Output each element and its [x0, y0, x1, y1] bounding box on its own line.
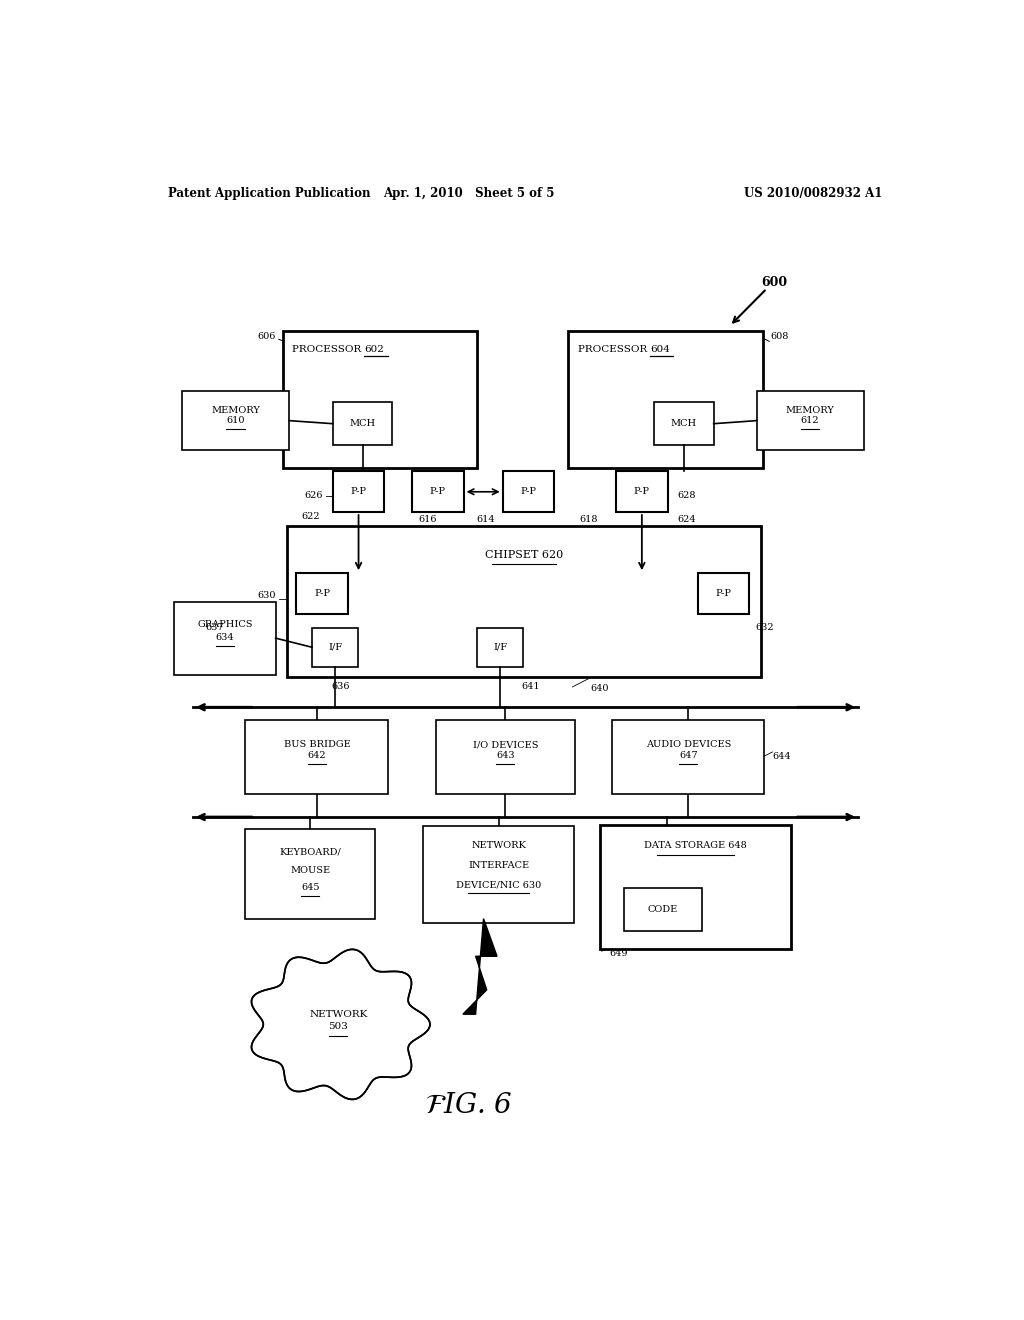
Text: 612: 612	[801, 416, 819, 425]
Bar	[333, 471, 384, 512]
Text: Apr. 1, 2010   Sheet 5 of 5: Apr. 1, 2010 Sheet 5 of 5	[384, 187, 555, 201]
Text: 600: 600	[762, 276, 787, 289]
Text: 618: 618	[579, 515, 598, 524]
Text: P-P: P-P	[716, 589, 731, 598]
Text: KEYBOARD/: KEYBOARD/	[280, 847, 341, 857]
Text: 622: 622	[301, 512, 321, 520]
Text: 637: 637	[206, 623, 224, 632]
Text: GRAPHICS: GRAPHICS	[197, 620, 253, 630]
Bar	[312, 628, 358, 667]
Text: 649: 649	[609, 949, 628, 958]
Bar	[287, 527, 761, 677]
Text: 647: 647	[679, 751, 697, 760]
Text: MEMORY: MEMORY	[785, 407, 835, 414]
Text: 616: 616	[419, 515, 437, 524]
Text: 614: 614	[477, 515, 496, 524]
Text: INTERFACE: INTERFACE	[468, 861, 529, 870]
Text: 610: 610	[226, 416, 245, 425]
Text: 642: 642	[307, 751, 327, 760]
Bar	[246, 829, 375, 919]
Text: I/F: I/F	[328, 643, 342, 652]
Text: MCH: MCH	[671, 420, 697, 428]
Text: I/O DEVICES: I/O DEVICES	[473, 741, 538, 750]
Bar	[436, 721, 574, 793]
Bar	[616, 471, 668, 512]
Bar	[477, 628, 523, 667]
Bar	[697, 573, 750, 614]
Bar	[296, 573, 348, 614]
Bar	[333, 403, 392, 445]
Text: 632: 632	[755, 623, 773, 632]
Text: AUDIO DEVICES: AUDIO DEVICES	[645, 741, 731, 750]
Text: PROCESSOR: PROCESSOR	[578, 345, 650, 354]
Bar	[624, 888, 701, 931]
Text: P-P: P-P	[430, 487, 445, 496]
Text: MCH: MCH	[349, 420, 376, 428]
Bar	[654, 403, 714, 445]
Bar	[600, 825, 791, 949]
Polygon shape	[252, 949, 430, 1100]
Bar	[174, 602, 275, 675]
Text: 634: 634	[215, 634, 234, 642]
Text: DATA STORAGE 648: DATA STORAGE 648	[644, 841, 746, 850]
Text: 604: 604	[650, 345, 670, 354]
Text: BUS BRIDGE: BUS BRIDGE	[284, 741, 350, 750]
Bar	[757, 391, 863, 450]
Text: 636: 636	[332, 682, 350, 692]
Text: CODE: CODE	[648, 906, 678, 913]
Text: 641: 641	[522, 682, 541, 692]
Text: CHIPSET 620: CHIPSET 620	[485, 550, 563, 560]
Bar	[503, 471, 554, 512]
Text: P-P: P-P	[314, 589, 330, 598]
Text: 602: 602	[365, 345, 384, 354]
Text: Patent Application Publication: Patent Application Publication	[168, 187, 371, 201]
Bar	[612, 721, 765, 793]
Text: 645: 645	[301, 883, 319, 892]
Bar	[246, 721, 388, 793]
Bar	[568, 331, 763, 469]
Text: 643: 643	[496, 751, 515, 760]
Text: MEMORY: MEMORY	[211, 407, 260, 414]
Text: P-P: P-P	[520, 487, 537, 496]
Text: 626: 626	[305, 491, 324, 500]
Text: 628: 628	[677, 491, 695, 500]
Text: MOUSE: MOUSE	[290, 866, 330, 875]
Text: DEVICE/NIC 630: DEVICE/NIC 630	[456, 880, 542, 890]
Text: 640: 640	[590, 685, 608, 693]
Bar	[423, 826, 574, 923]
Text: 503: 503	[329, 1023, 348, 1031]
Text: 630: 630	[257, 591, 275, 601]
Text: 608: 608	[771, 331, 790, 341]
Text: $\mathcal{F}$IG. 6: $\mathcal{F}$IG. 6	[425, 1092, 513, 1119]
Text: PROCESSOR: PROCESSOR	[292, 345, 365, 354]
Bar	[283, 331, 477, 469]
Text: 644: 644	[772, 751, 791, 760]
Bar	[412, 471, 464, 512]
Text: 624: 624	[677, 515, 695, 524]
Polygon shape	[463, 919, 497, 1014]
Text: NETWORK: NETWORK	[309, 1010, 368, 1019]
Text: P-P: P-P	[350, 487, 367, 496]
Text: NETWORK: NETWORK	[471, 841, 526, 850]
Text: 606: 606	[257, 331, 275, 341]
Text: I/F: I/F	[494, 643, 507, 652]
Bar	[182, 391, 289, 450]
Text: US 2010/0082932 A1: US 2010/0082932 A1	[743, 187, 882, 201]
Text: P-P: P-P	[634, 487, 650, 496]
